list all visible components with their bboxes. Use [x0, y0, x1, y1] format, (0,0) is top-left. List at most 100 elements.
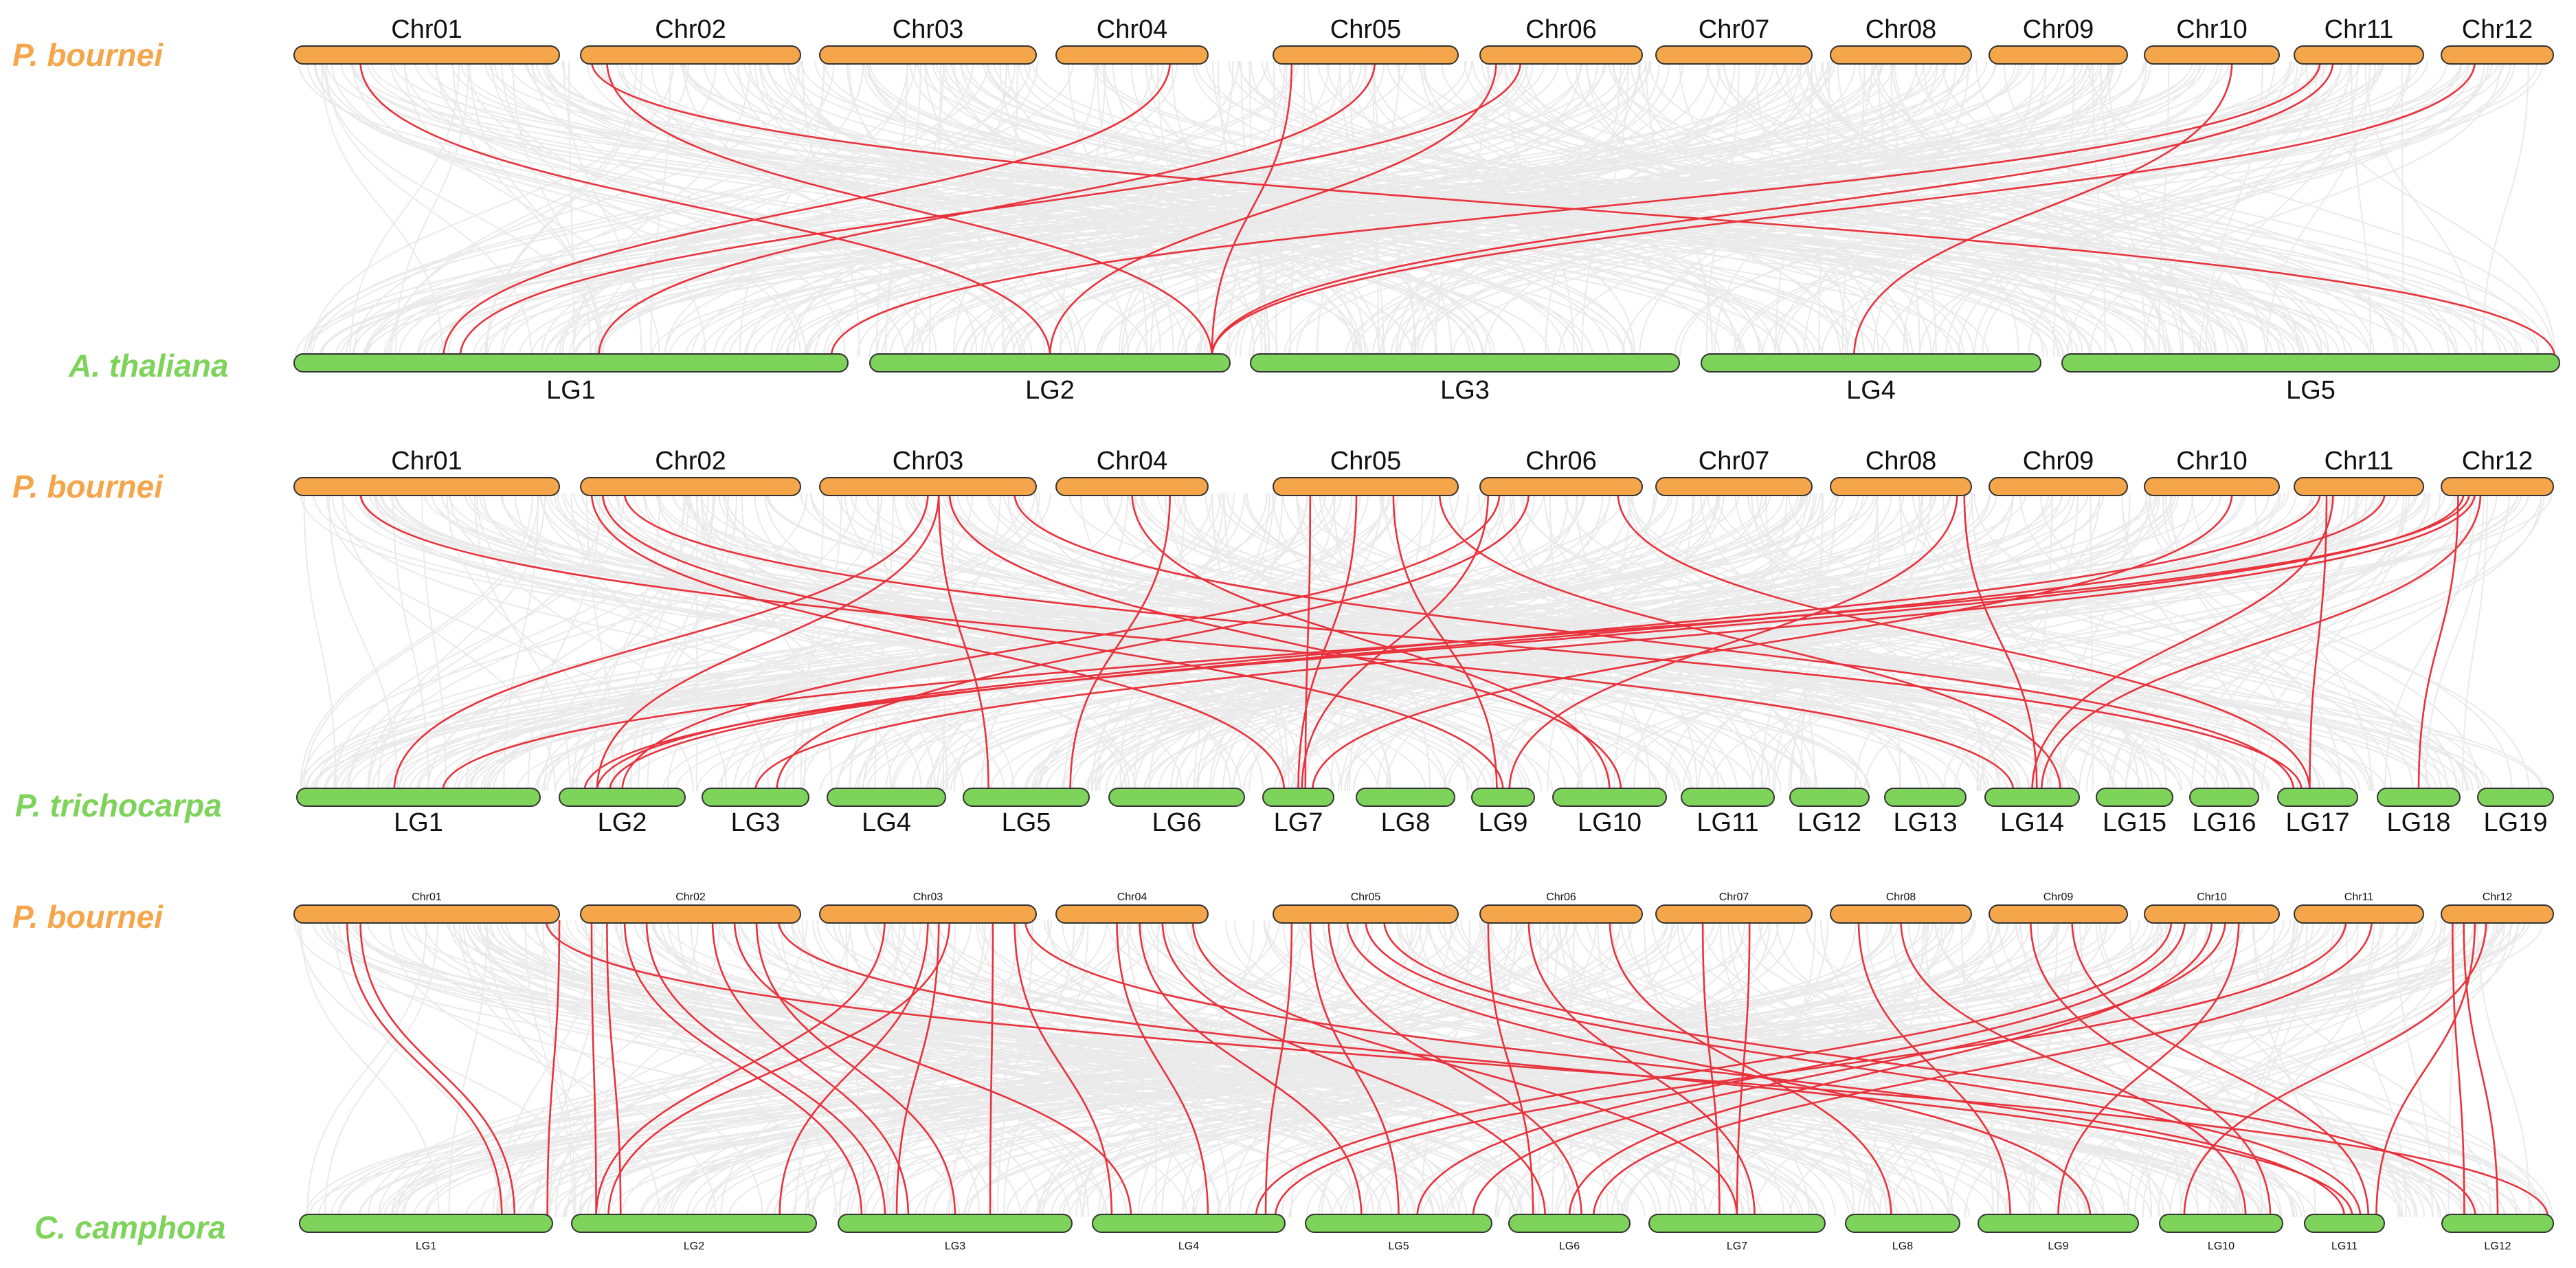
- linkage-group-bar: [2061, 353, 2560, 372]
- linkage-group-bar: [1978, 1214, 2139, 1233]
- linkage-group-label: LG5: [1388, 1241, 1409, 1252]
- syntenic-link: [1024, 920, 2346, 1218]
- linkage-group-label: LG17: [2286, 808, 2350, 837]
- linkage-group-label: LG3: [1440, 376, 1490, 405]
- chromosome-bar: [2441, 477, 2554, 496]
- linkage-group-label: LG18: [2387, 808, 2451, 837]
- syntenic-link: [1311, 492, 2233, 792]
- syntenic-link: [1274, 920, 2347, 1218]
- chromosome-bar: [2144, 477, 2280, 496]
- syntenic-link: [545, 920, 2549, 1218]
- linkage-group-bar: [1552, 788, 1667, 807]
- syntenic-link: [1963, 492, 2038, 792]
- chromosome-bar: [1055, 45, 1209, 65]
- chromosome-label: Chr09: [2043, 891, 2074, 903]
- linkage-group-label: LG8: [1381, 808, 1431, 837]
- chromosome-label: Chr03: [913, 891, 943, 903]
- syntenic-link: [1139, 920, 1363, 1218]
- syntenic-link: [1472, 920, 2226, 1218]
- background-links: [295, 60, 2556, 357]
- syntenic-link: [621, 492, 1501, 792]
- linkage-group-bar: [2304, 1214, 2385, 1233]
- syntenic-link: [1013, 920, 1113, 1218]
- syntenic-link: [711, 920, 910, 1218]
- chromosome-label: Chr06: [1546, 891, 1576, 903]
- syntenic-links: [346, 920, 2549, 1218]
- linkage-group-label: LG12: [1797, 808, 1861, 837]
- syntenic-link: [830, 60, 2321, 357]
- linkage-group-bar: [702, 788, 809, 807]
- linkage-group-bar: [869, 353, 1231, 372]
- linkage-group-label: LG4: [862, 808, 911, 837]
- syntenic-link: [595, 920, 886, 1218]
- top-chromosomes: Chr01 Chr02 Chr03 Chr04 Chr05 Chr06 Chr07 Chr08…: [293, 447, 2554, 496]
- bottom-species-label: C. camphora: [34, 1210, 226, 1245]
- syntenic-link: [596, 492, 940, 792]
- chromosome-bar: [1989, 45, 2128, 65]
- chromosome-label: Chr03: [893, 15, 964, 44]
- linkage-group-label: LG2: [598, 808, 647, 837]
- syntenic-link: [1069, 492, 1172, 792]
- syntenic-link: [590, 492, 1286, 792]
- syntenic-link: [2463, 920, 2499, 1218]
- chromosome-bar: [2144, 904, 2280, 924]
- chromosome-bar: [293, 477, 560, 496]
- chromosome-label: Chr10: [2176, 447, 2248, 476]
- linkage-group-bar: [1108, 788, 1245, 807]
- chromosome-label: Chr02: [655, 447, 726, 476]
- syntenic-link: [2071, 920, 2370, 1218]
- linkage-group-label: LG11: [2331, 1241, 2357, 1252]
- chromosome-label: Chr01: [412, 891, 442, 903]
- chromosome-bar: [1055, 904, 1209, 924]
- chromosome-bar: [2294, 904, 2424, 924]
- chromosome-label: Chr02: [675, 891, 706, 903]
- linkage-group-bar: [2277, 788, 2358, 807]
- chromosome-bar: [2294, 45, 2424, 65]
- chromosome-bar: [580, 45, 801, 65]
- syntenic-link: [895, 920, 940, 1218]
- linkage-group-label: LG15: [2103, 808, 2166, 837]
- chromosome-bar: [1655, 45, 1813, 65]
- chromosome-label: Chr12: [2462, 447, 2533, 476]
- linkage-group-bar: [2096, 788, 2173, 807]
- syntenic-link: [1131, 492, 1611, 792]
- syntenic-link: [733, 920, 1132, 1218]
- linkage-group-label: LG16: [2193, 808, 2256, 837]
- chromosome-bar: [2294, 477, 2424, 496]
- linkage-group-label: LG3: [731, 808, 781, 837]
- linkage-group-bar: [1250, 353, 1680, 372]
- syntenic-link: [1304, 492, 1312, 792]
- linkage-group-bar: [1701, 353, 2041, 372]
- syntenic-link: [346, 920, 503, 1218]
- syntenic-link: [1853, 60, 2233, 357]
- syntenic-link: [608, 492, 2386, 792]
- chromosome-bar: [2441, 904, 2554, 924]
- linkage-group-label: LG19: [2484, 808, 2548, 837]
- chromosome-label: Chr12: [2462, 15, 2533, 44]
- syntenic-link: [1013, 492, 2295, 792]
- chromosome-label: Chr09: [2023, 15, 2094, 44]
- linkage-group-bar: [299, 1214, 553, 1233]
- linkage-group-bar: [2377, 788, 2461, 807]
- chromosome-label: Chr04: [1097, 15, 1168, 44]
- syntenic-link: [1857, 920, 2011, 1218]
- linkage-group-bar: [559, 788, 686, 807]
- chromosome-bar: [819, 477, 1037, 496]
- panel-bournei-vs-camphora: Chr01 Chr02 Chr03 Chr04 Chr05 Chr06 Chr07 Chr08…: [12, 891, 2554, 1252]
- syntenic-link: [1211, 60, 2334, 357]
- chromosome-label: Chr08: [1866, 15, 1937, 44]
- top-species-label: P. bournei: [12, 469, 164, 504]
- chromosome-label: Chr05: [1351, 891, 1381, 903]
- chromosome-label: Chr11: [2344, 891, 2373, 903]
- linkage-group-bar: [1884, 788, 1967, 807]
- syntenic-link: [1383, 920, 2476, 1218]
- syntenic-link: [359, 920, 516, 1218]
- chromosome-label: Chr11: [2325, 447, 2394, 476]
- chromosome-bar: [293, 904, 560, 924]
- background-links: [300, 492, 2553, 792]
- syntenic-link: [2417, 492, 2459, 792]
- chromosome-bar: [1989, 904, 2128, 924]
- linkage-group-bar: [1845, 1214, 1960, 1233]
- syntenic-link: [1592, 920, 2373, 1218]
- chromosome-bar: [1479, 904, 1643, 924]
